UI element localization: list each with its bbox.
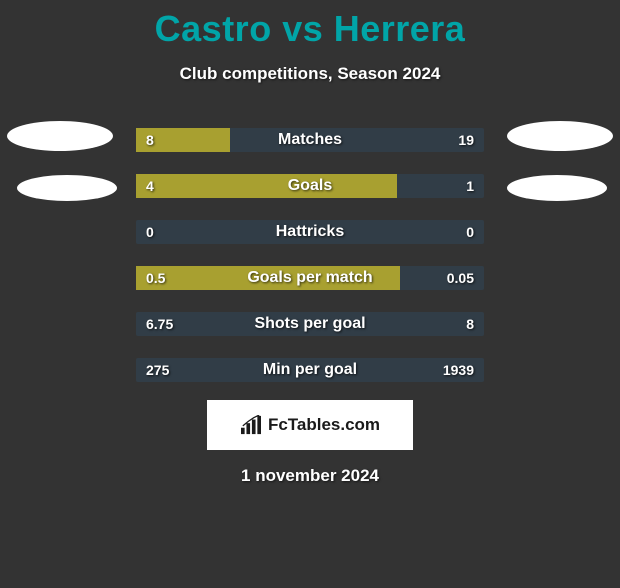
- stat-row: 0.5Goals per match0.05: [136, 266, 484, 290]
- stat-label: Shots per goal: [136, 315, 484, 333]
- left-avatar-group: [7, 121, 117, 201]
- stat-row: 6.75Shots per goal8: [136, 312, 484, 336]
- main-container: Castro vs Herrera Club competitions, Sea…: [0, 8, 620, 486]
- stat-value-right: 0.05: [447, 270, 474, 286]
- stat-row: 8Matches19: [136, 128, 484, 152]
- stat-value-right: 19: [458, 132, 474, 148]
- logo-text: FcTables.com: [268, 415, 380, 435]
- stat-row: 4Goals1: [136, 174, 484, 198]
- stat-label: Matches: [136, 131, 484, 149]
- stat-value-right: 1939: [443, 362, 474, 378]
- stat-label: Hattricks: [136, 223, 484, 241]
- footer-date: 1 november 2024: [0, 466, 620, 486]
- stat-value-right: 0: [466, 224, 474, 240]
- avatar-oval: [17, 175, 117, 201]
- stat-label: Goals per match: [136, 269, 484, 287]
- stat-value-right: 1: [466, 178, 474, 194]
- subtitle: Club competitions, Season 2024: [0, 64, 620, 84]
- chart-icon: [240, 415, 262, 435]
- stat-value-right: 8: [466, 316, 474, 332]
- stat-label: Goals: [136, 177, 484, 195]
- right-avatar-group: [507, 121, 613, 201]
- stat-row: 275Min per goal1939: [136, 358, 484, 382]
- avatar-oval: [507, 121, 613, 151]
- stat-label: Min per goal: [136, 361, 484, 379]
- page-title: Castro vs Herrera: [0, 8, 620, 50]
- stat-row: 0Hattricks0: [136, 220, 484, 244]
- logo-box[interactable]: FcTables.com: [207, 400, 413, 450]
- avatar-oval: [507, 175, 607, 201]
- avatar-oval: [7, 121, 113, 151]
